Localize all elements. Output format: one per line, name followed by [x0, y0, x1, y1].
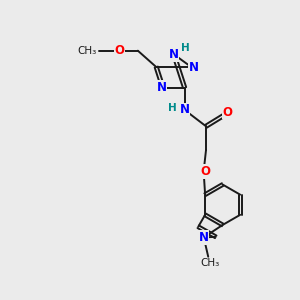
Text: H: H: [168, 103, 176, 112]
Text: O: O: [114, 44, 124, 57]
Text: N: N: [169, 48, 179, 61]
Text: N: N: [199, 231, 209, 244]
Text: O: O: [200, 165, 210, 178]
Text: N: N: [189, 61, 199, 74]
Text: N: N: [157, 81, 166, 94]
Text: O: O: [222, 106, 233, 118]
Text: CH₃: CH₃: [200, 258, 219, 268]
Text: H: H: [181, 43, 189, 53]
Text: N: N: [180, 103, 190, 116]
Text: CH₃: CH₃: [78, 46, 97, 56]
